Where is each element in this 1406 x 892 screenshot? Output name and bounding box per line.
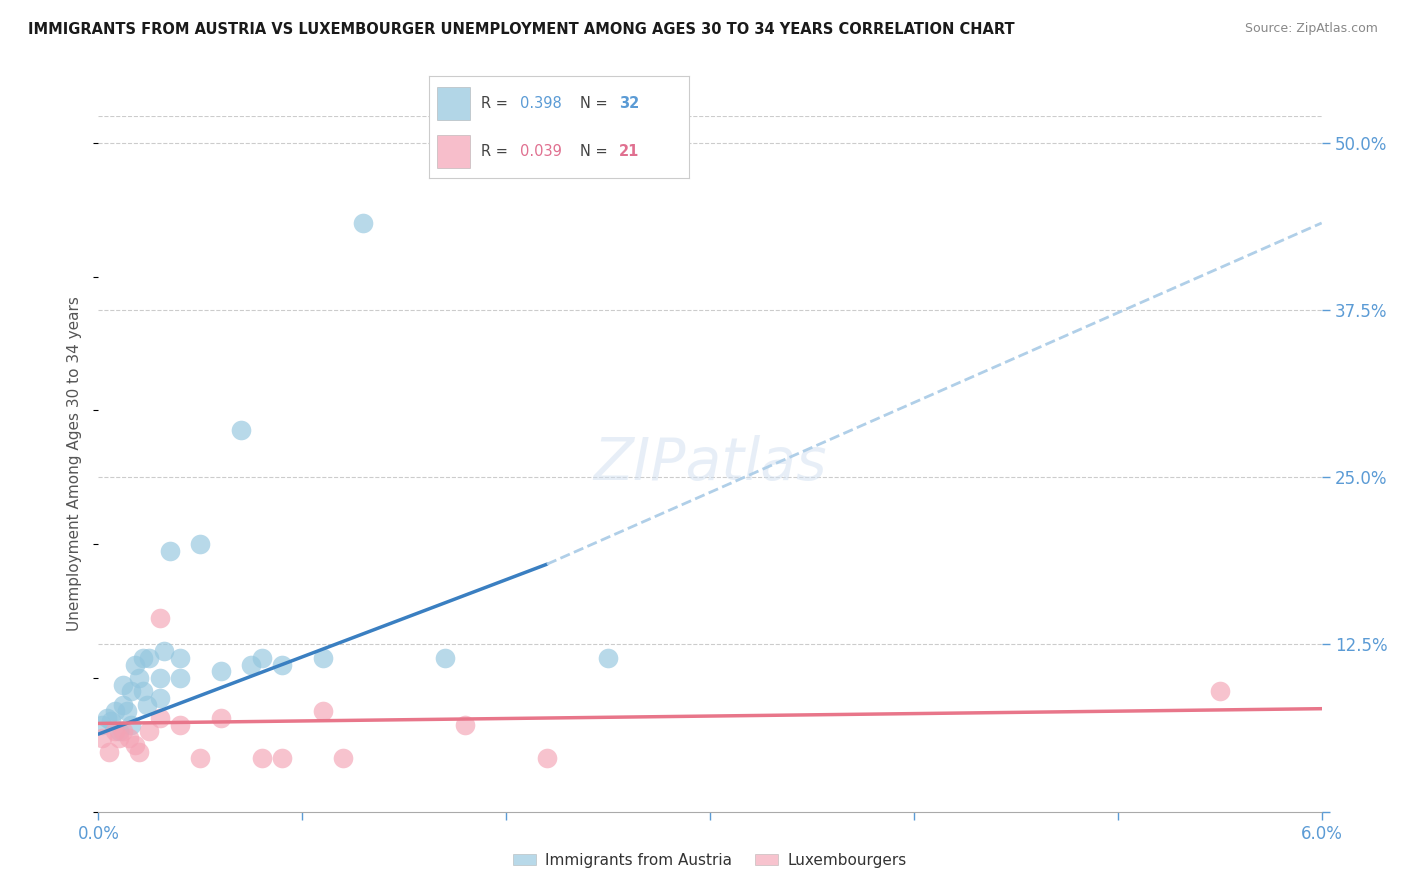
Point bbox=[149, 671, 172, 685]
Point bbox=[152, 644, 174, 658]
Point bbox=[96, 711, 118, 725]
Point bbox=[149, 690, 172, 705]
Text: ZIPatlas: ZIPatlas bbox=[593, 435, 827, 492]
Text: N =: N = bbox=[579, 96, 612, 111]
Point bbox=[120, 684, 142, 698]
Point bbox=[250, 751, 273, 765]
Point bbox=[188, 751, 212, 765]
Point bbox=[104, 705, 127, 719]
Point bbox=[104, 724, 127, 739]
FancyBboxPatch shape bbox=[437, 87, 471, 120]
Text: 0.398: 0.398 bbox=[520, 96, 561, 111]
Point bbox=[433, 651, 456, 665]
Point bbox=[209, 711, 232, 725]
Point bbox=[159, 544, 181, 558]
Legend: Immigrants from Austria, Luxembourgers: Immigrants from Austria, Luxembourgers bbox=[508, 847, 912, 873]
Point bbox=[115, 705, 138, 719]
Y-axis label: Unemployment Among Ages 30 to 34 years: Unemployment Among Ages 30 to 34 years bbox=[67, 296, 83, 632]
FancyBboxPatch shape bbox=[437, 136, 471, 168]
Point bbox=[100, 714, 122, 728]
Point bbox=[138, 724, 160, 739]
Point bbox=[128, 671, 150, 685]
Point bbox=[169, 717, 191, 731]
Point bbox=[311, 705, 335, 719]
Point bbox=[536, 751, 558, 765]
Point bbox=[270, 657, 292, 672]
Point bbox=[149, 711, 172, 725]
Text: 32: 32 bbox=[619, 96, 638, 111]
Point bbox=[136, 698, 159, 712]
Point bbox=[138, 651, 160, 665]
Text: R =: R = bbox=[481, 96, 512, 111]
Point bbox=[352, 216, 374, 230]
Point bbox=[1208, 684, 1232, 698]
Point bbox=[120, 717, 142, 731]
Point bbox=[311, 651, 335, 665]
Point bbox=[149, 611, 172, 625]
Point bbox=[188, 537, 212, 551]
Point bbox=[169, 671, 191, 685]
Point bbox=[91, 731, 114, 746]
Point bbox=[132, 651, 155, 665]
Text: 0.039: 0.039 bbox=[520, 145, 562, 160]
Text: IMMIGRANTS FROM AUSTRIA VS LUXEMBOURGER UNEMPLOYMENT AMONG AGES 30 TO 34 YEARS C: IMMIGRANTS FROM AUSTRIA VS LUXEMBOURGER … bbox=[28, 22, 1015, 37]
Point bbox=[124, 738, 146, 752]
Point bbox=[108, 731, 131, 746]
Point bbox=[240, 657, 263, 672]
Text: N =: N = bbox=[579, 145, 612, 160]
Text: R =: R = bbox=[481, 145, 512, 160]
Text: 21: 21 bbox=[619, 145, 640, 160]
Point bbox=[598, 651, 620, 665]
Point bbox=[108, 724, 131, 739]
Point bbox=[209, 664, 232, 679]
Point bbox=[97, 744, 120, 758]
Point bbox=[169, 651, 191, 665]
Point bbox=[124, 657, 146, 672]
Point bbox=[111, 678, 134, 692]
Point bbox=[91, 717, 114, 731]
Point bbox=[111, 698, 134, 712]
Point bbox=[132, 684, 155, 698]
Point bbox=[128, 744, 150, 758]
Point bbox=[118, 731, 141, 746]
Point bbox=[454, 717, 477, 731]
Text: Source: ZipAtlas.com: Source: ZipAtlas.com bbox=[1244, 22, 1378, 36]
Point bbox=[250, 651, 273, 665]
Point bbox=[332, 751, 354, 765]
Point bbox=[111, 724, 134, 739]
Point bbox=[270, 751, 292, 765]
Point bbox=[231, 424, 253, 438]
